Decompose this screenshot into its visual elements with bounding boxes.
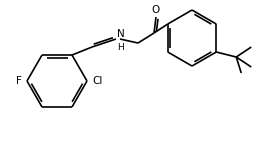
Text: F: F	[16, 76, 22, 86]
Text: H: H	[118, 43, 124, 52]
Text: O: O	[152, 5, 160, 15]
Text: N: N	[117, 29, 125, 39]
Text: Cl: Cl	[93, 76, 103, 86]
